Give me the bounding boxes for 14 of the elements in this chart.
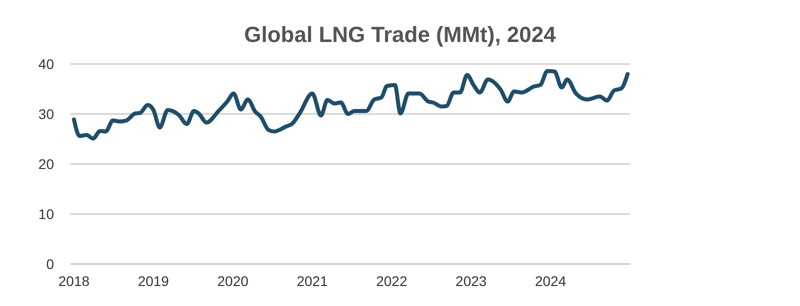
x-tick-label: 2019 [138, 273, 170, 289]
y-tick-label: 0 [46, 256, 54, 272]
y-tick-label: 40 [38, 56, 54, 72]
y-tick-label: 10 [38, 206, 54, 222]
x-tick-label: 2020 [217, 273, 249, 289]
x-tick-label: 2023 [456, 273, 487, 289]
y-tick-label: 20 [38, 156, 54, 172]
x-tick-label: 2021 [296, 273, 328, 289]
x-tick-label: 2018 [58, 273, 90, 289]
x-tick-label: 2024 [534, 273, 566, 289]
chart-title: Global LNG Trade (MMt), 2024 [244, 22, 557, 47]
x-tick-label: 2022 [376, 273, 408, 289]
y-tick-label: 30 [38, 106, 54, 122]
line-series [72, 69, 630, 140]
